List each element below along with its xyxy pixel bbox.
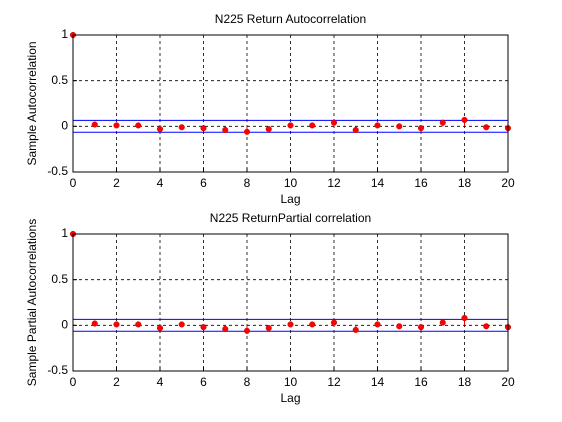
x-tick-label: 18 [458, 176, 472, 190]
y-axis-label: Sample Autocorrelation [25, 41, 39, 165]
stem-marker [483, 124, 490, 131]
x-tick-label: 6 [200, 375, 207, 389]
x-tick-label: 2 [113, 375, 120, 389]
stem-marker [330, 319, 338, 326]
x-axis-label: Lag [280, 391, 300, 405]
stem-marker [330, 119, 338, 126]
y-tick-label: -0.5 [47, 363, 68, 377]
y-tick-label: 0 [61, 119, 68, 133]
x-tick-label: 10 [284, 176, 298, 190]
stem-marker [243, 327, 251, 334]
stem-marker [200, 125, 207, 132]
stem-marker [265, 325, 272, 332]
stem-marker [352, 126, 359, 134]
stem-marker [91, 320, 98, 327]
stem-marker [135, 321, 142, 328]
y-tick-label: 1 [61, 226, 68, 240]
stem-marker [265, 126, 272, 133]
stem-marker [113, 321, 120, 328]
stem-marker [417, 324, 425, 331]
x-tick-label: 14 [371, 375, 385, 389]
stem-marker [156, 126, 164, 133]
stem-marker [200, 324, 207, 331]
stem-marker [417, 125, 425, 132]
x-tick-label: 8 [244, 375, 251, 389]
x-tick-label: 0 [70, 176, 77, 190]
x-tick-label: 6 [200, 176, 207, 190]
stem-marker [374, 321, 381, 328]
stem-marker [461, 116, 468, 123]
stem-marker [309, 122, 316, 129]
chart-title: N225 Return Autocorrelation [215, 12, 366, 26]
x-tick-label: 0 [70, 375, 77, 389]
y-axis-label: Sample Partial Autocorrelations [25, 219, 39, 386]
x-tick-label: 20 [501, 375, 515, 389]
x-tick-label: 4 [157, 176, 164, 190]
x-tick-label: 18 [458, 375, 472, 389]
x-tick-label: 12 [327, 176, 341, 190]
axes-box [72, 34, 509, 173]
y-tick-label: 1 [61, 27, 68, 41]
y-tick-label: 0.5 [51, 73, 68, 87]
x-tick-label: 12 [327, 375, 341, 389]
stem-marker [113, 122, 120, 129]
chart-title: N225 ReturnPartial correlation [210, 211, 371, 225]
x-tick-label: 2 [113, 176, 120, 190]
stem-marker [461, 314, 468, 322]
stem-marker [135, 122, 142, 129]
stem-marker [439, 119, 446, 126]
stem-marker [222, 126, 229, 134]
x-tick-label: 14 [371, 176, 385, 190]
stem-marker [91, 121, 98, 128]
x-tick-label: 16 [414, 375, 428, 389]
stem-marker [178, 124, 185, 131]
stem-marker [178, 321, 185, 328]
axes-box [72, 233, 509, 372]
stem-marker [374, 122, 381, 129]
stem-marker [396, 123, 403, 130]
stem-marker [309, 321, 316, 328]
y-tick-label: 0.5 [51, 272, 68, 286]
x-tick-label: 20 [501, 176, 515, 190]
stem-marker [439, 319, 446, 326]
x-tick-label: 4 [157, 375, 164, 389]
stem-marker [156, 325, 164, 332]
stem-marker [287, 321, 294, 328]
y-tick-label: 0 [61, 318, 68, 332]
stem-marker [352, 326, 359, 333]
stem-marker [222, 325, 229, 333]
stem-marker [243, 128, 251, 135]
x-axis-label: Lag [280, 192, 300, 206]
stem-marker [396, 323, 403, 330]
x-tick-label: 16 [414, 176, 428, 190]
stem-marker [287, 122, 294, 129]
x-tick-label: 10 [284, 375, 298, 389]
stem-marker [483, 323, 490, 330]
y-tick-label: -0.5 [47, 164, 68, 178]
x-tick-label: 8 [244, 176, 251, 190]
